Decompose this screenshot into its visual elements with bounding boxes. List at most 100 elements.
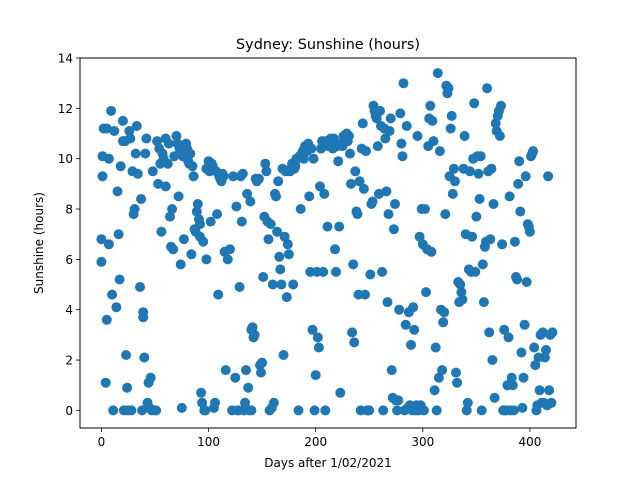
data-point [519, 319, 530, 330]
data-point [257, 357, 268, 368]
data-point [315, 181, 325, 192]
data-point [186, 249, 197, 260]
data-point [295, 204, 306, 214]
data-point [496, 100, 506, 111]
data-point [467, 231, 478, 242]
data-point [455, 279, 466, 290]
data-point [475, 151, 486, 162]
data-point [398, 78, 409, 89]
data-point [528, 146, 539, 157]
data-point [331, 266, 341, 277]
data-point [508, 405, 519, 416]
data-point [171, 131, 182, 141]
data-point [485, 234, 496, 245]
data-point [276, 279, 287, 290]
data-point [518, 372, 529, 383]
data-point [382, 297, 393, 308]
data-point [108, 405, 119, 416]
data-point [427, 115, 438, 126]
data-point [151, 405, 162, 416]
x-tick-label: 0 [98, 435, 106, 449]
data-point [241, 365, 251, 376]
data-point [343, 131, 354, 141]
data-point [334, 221, 345, 232]
data-point [360, 289, 370, 300]
data-point [308, 153, 319, 164]
data-point [165, 211, 175, 222]
data-point [437, 365, 448, 376]
data-point [140, 148, 151, 159]
data-point [476, 405, 487, 416]
data-point [530, 360, 541, 371]
data-point [195, 219, 205, 230]
data-point [328, 133, 339, 144]
data-point [114, 274, 125, 285]
data-point [486, 163, 497, 174]
data-point [212, 209, 223, 220]
data-point [322, 221, 333, 232]
data-point [198, 236, 209, 247]
data-point [126, 405, 137, 416]
data-point [122, 382, 133, 393]
data-point [290, 161, 301, 172]
data-point [358, 183, 369, 194]
data-point [421, 287, 431, 298]
data-point [443, 83, 454, 94]
y-tick-label: 10 [58, 152, 73, 166]
data-point [141, 133, 152, 144]
data-point [381, 186, 392, 197]
data-point [380, 133, 391, 144]
data-point [298, 153, 309, 164]
data-point [135, 282, 145, 292]
data-point [414, 231, 425, 242]
data-point [115, 161, 126, 172]
data-point [488, 199, 499, 209]
data-point [283, 249, 294, 260]
x-axis-label: Days after 1/02/2021 [264, 456, 392, 470]
data-point [130, 148, 141, 159]
data-point [388, 224, 399, 235]
data-point [230, 372, 241, 383]
data-point [365, 269, 376, 280]
chart-title: Sydney: Sunshine (hours) [236, 37, 420, 53]
data-point [469, 98, 480, 109]
data-point [487, 355, 498, 365]
data-point [409, 324, 420, 335]
data-point [168, 244, 179, 255]
data-point [512, 274, 523, 285]
data-point [484, 327, 495, 338]
data-point [457, 294, 468, 305]
data-point [385, 113, 396, 124]
data-point [482, 83, 493, 94]
data-point [281, 292, 292, 303]
data-point [347, 327, 358, 338]
data-point [240, 397, 250, 408]
data-point [473, 168, 484, 179]
data-point [406, 339, 416, 350]
data-point [288, 279, 299, 290]
data-point [392, 405, 403, 416]
y-tick-label: 14 [58, 52, 73, 66]
y-tick-label: 4 [65, 303, 73, 317]
data-point [470, 266, 481, 277]
data-point [234, 282, 245, 292]
data-point [163, 138, 174, 149]
data-point [433, 372, 444, 383]
scatter-points [96, 68, 558, 416]
data-point [452, 377, 463, 388]
data-point [131, 121, 142, 131]
data-point [432, 68, 443, 79]
data-point [547, 327, 558, 338]
data-point [448, 163, 459, 174]
data-point [401, 121, 412, 131]
data-point [504, 191, 515, 202]
data-point [96, 234, 107, 245]
data-point [136, 194, 147, 204]
data-point [197, 397, 208, 408]
data-point [546, 397, 557, 408]
data-point [489, 392, 500, 403]
data-point [111, 302, 122, 313]
data-point [113, 229, 124, 240]
data-point [397, 151, 408, 162]
y-tick-label: 12 [58, 102, 73, 116]
